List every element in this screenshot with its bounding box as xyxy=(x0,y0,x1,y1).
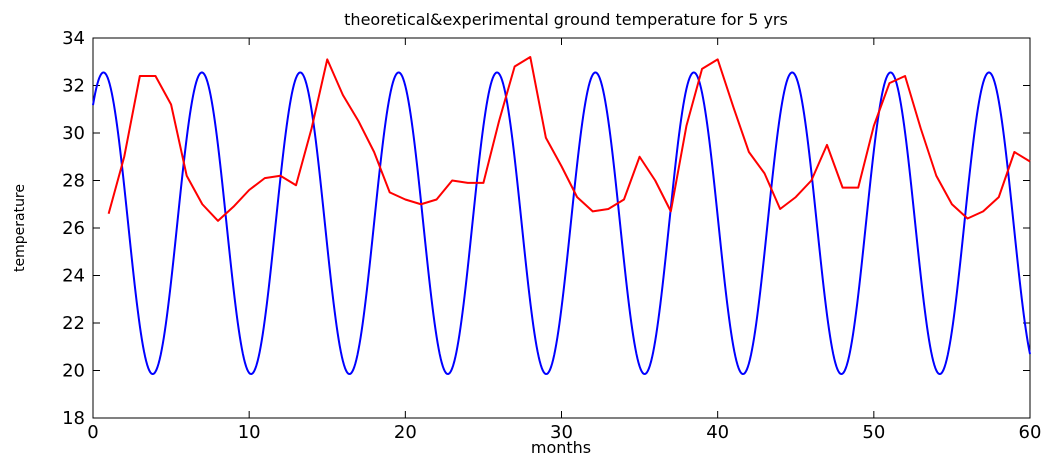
x-tick-label: 0 xyxy=(87,422,98,443)
plot-area-frame xyxy=(92,37,1031,419)
y-axis-label: temperature xyxy=(12,184,28,272)
chart-title: theoretical&experimental ground temperat… xyxy=(344,10,788,29)
y-tick-label: 24 xyxy=(62,266,85,287)
y-tick-label: 20 xyxy=(62,361,85,382)
x-tick-label: 60 xyxy=(1019,422,1041,443)
x-tick-label: 50 xyxy=(862,422,885,443)
y-tick-label: 34 xyxy=(62,28,85,49)
y-tick-label: 26 xyxy=(62,218,85,239)
x-axis-label: months xyxy=(531,438,591,455)
y-tick-label: 18 xyxy=(62,408,85,429)
series-line-1 xyxy=(92,71,1031,376)
series-line-2 xyxy=(107,56,1031,222)
x-tick-label: 30 xyxy=(550,422,573,443)
x-tick-label: 20 xyxy=(394,422,417,443)
series-layer xyxy=(92,56,1031,376)
x-tick-label: 40 xyxy=(706,422,729,443)
x-tick-label: 10 xyxy=(238,422,261,443)
y-tick-label: 22 xyxy=(62,313,85,334)
y-tick-label: 30 xyxy=(62,123,85,144)
y-tick-label: 32 xyxy=(62,76,85,97)
y-tick-label: 28 xyxy=(62,171,85,192)
axis-ticks: 0 10 20 30 40 50 60 18 20 22 24 26 28 30 32 34 xyxy=(62,28,1041,443)
